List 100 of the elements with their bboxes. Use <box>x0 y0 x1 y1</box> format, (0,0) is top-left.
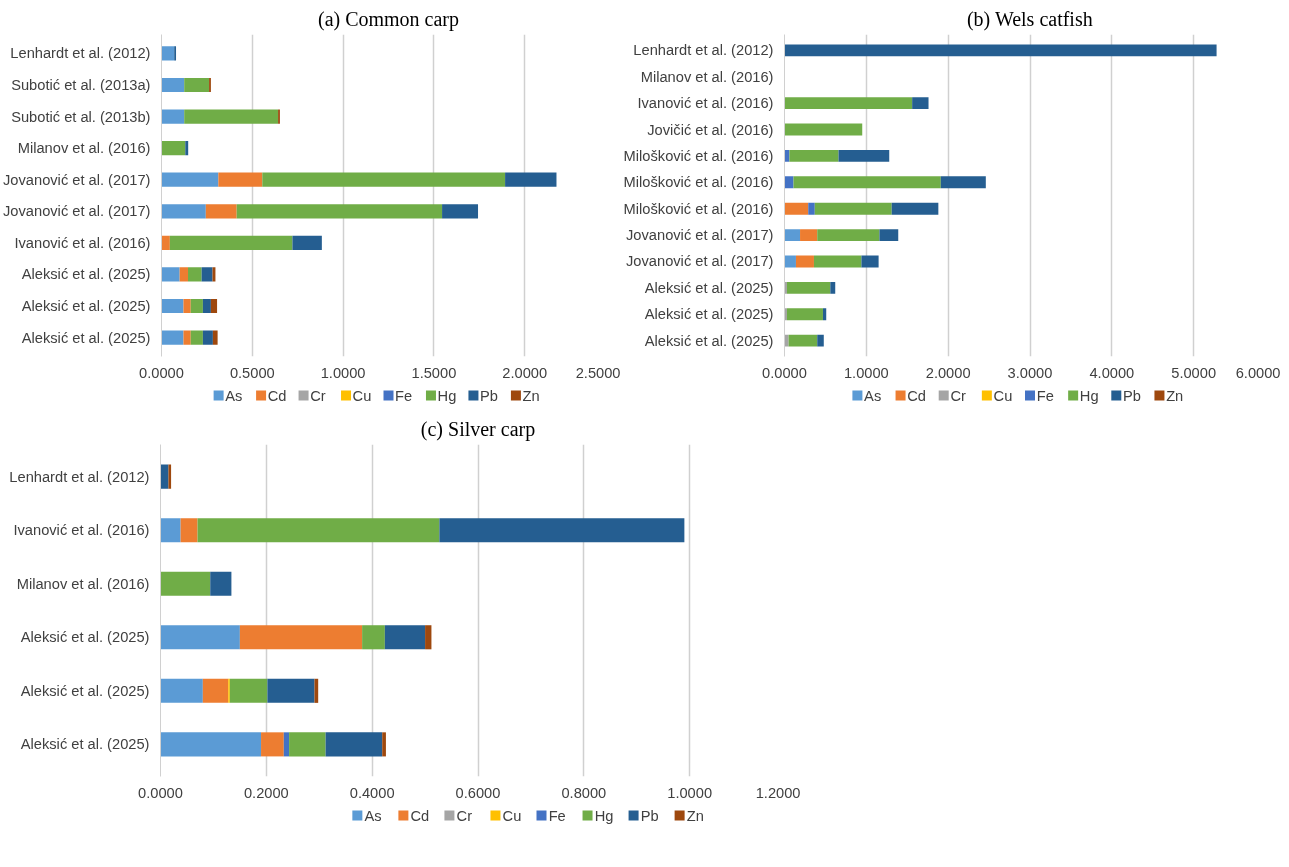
bar <box>784 229 801 242</box>
bar <box>912 97 929 110</box>
bar <box>795 255 814 268</box>
bar <box>439 518 685 543</box>
y-tick-label: Milanov et al. (2016) <box>17 140 151 157</box>
bar <box>784 334 789 347</box>
bar <box>201 267 213 282</box>
y-tick-label: Aleksić et al. (2025) <box>644 306 774 323</box>
y-tick-label: Milošković et al. (2016) <box>623 200 774 217</box>
legend-label: Fe <box>1036 387 1054 404</box>
bar <box>161 141 186 156</box>
bar <box>161 235 170 250</box>
y-tick-label: Lenhardt et al. (2012) <box>633 42 774 59</box>
y-tick-label: Aleksić et al. (2025) <box>20 629 150 646</box>
bar <box>205 204 237 219</box>
legend-label: Cr <box>456 807 473 824</box>
bar <box>236 204 443 219</box>
bar <box>161 204 206 219</box>
bar <box>161 330 184 345</box>
x-tick-label: 3.0000 <box>1007 364 1053 381</box>
bar <box>180 518 198 543</box>
bar <box>793 176 941 189</box>
bar <box>210 571 232 596</box>
legend-label: Pb <box>1122 387 1141 404</box>
legend-label: Cr <box>950 387 966 404</box>
bar <box>822 308 827 321</box>
y-tick-label: Milošković et al. (2016) <box>623 174 774 191</box>
y-tick-label: Aleksić et al. (2025) <box>21 329 151 346</box>
x-tick-label: 0.0000 <box>138 784 183 801</box>
y-tick-label: Aleksić et al. (2025) <box>20 736 150 753</box>
bar <box>190 298 203 314</box>
bar <box>190 330 203 345</box>
x-tick-label: 1.0000 <box>667 784 713 801</box>
bar <box>784 97 913 110</box>
y-tick-label: Subotić et al. (2013b) <box>11 108 151 125</box>
bar <box>442 204 479 219</box>
bar <box>160 625 240 650</box>
legend-label: Pb <box>640 807 659 824</box>
bar <box>168 464 172 489</box>
y-tick-label: Ivanović et al. (2016) <box>14 234 151 251</box>
y-tick-label: Milanov et al. (2016) <box>640 68 774 85</box>
bar <box>183 298 191 314</box>
bar <box>784 123 863 136</box>
x-tick-label: 0.0000 <box>762 364 807 381</box>
y-tick-label: Jovanović et al. (2017) <box>626 227 774 244</box>
bar <box>202 330 213 345</box>
bar <box>239 625 363 650</box>
bar <box>202 678 229 703</box>
x-tick-label: 0.4000 <box>349 784 395 801</box>
bar <box>210 298 218 314</box>
bar <box>212 330 218 345</box>
bar <box>161 172 219 187</box>
legend-label: Cu <box>993 387 1013 404</box>
y-tick-label: Lenhardt et al. (2012) <box>9 468 150 485</box>
chart-title: (c) Silver carp <box>420 417 536 441</box>
x-tick-label: 1.2000 <box>755 784 801 801</box>
x-tick-label: 2.5000 <box>575 364 621 381</box>
bar <box>160 678 203 703</box>
bar <box>218 172 263 187</box>
chart-title: (a) Common carp <box>317 7 460 31</box>
y-tick-label: Milanov et al. (2016) <box>16 575 150 592</box>
bar <box>161 77 185 93</box>
bar <box>879 229 899 242</box>
y-tick-label: Subotić et al. (2013a) <box>11 77 151 94</box>
bar <box>384 625 426 650</box>
bar <box>817 334 824 347</box>
chart-title: (b) Wels catfish <box>966 7 1093 31</box>
y-tick-label: Aleksić et al. (2025) <box>644 332 774 349</box>
legend-label: Zn <box>1166 387 1184 404</box>
x-tick-label: 6.0000 <box>1235 364 1281 381</box>
legend-label: Fe <box>395 387 413 404</box>
bar <box>262 172 506 187</box>
bar <box>891 202 939 215</box>
x-tick-label: 1.0000 <box>320 364 366 381</box>
bar <box>289 732 326 757</box>
bar <box>800 229 818 242</box>
x-tick-label: 2.0000 <box>502 364 548 381</box>
x-tick-label: 1.5000 <box>411 364 457 381</box>
bar <box>283 732 290 757</box>
bar <box>160 571 211 596</box>
bar <box>185 141 189 156</box>
bar <box>814 202 892 215</box>
legend-label: Cd <box>907 387 926 404</box>
y-tick-label: Ivanović et al. (2016) <box>13 522 150 539</box>
bar <box>197 518 440 543</box>
legend-label: Cu <box>502 807 522 824</box>
bar <box>169 235 293 250</box>
bar <box>179 267 189 282</box>
x-tick-label: 0.6000 <box>455 784 501 801</box>
y-tick-label: Jovičić et al. (2016) <box>647 121 774 138</box>
x-tick-label: 2.0000 <box>925 364 971 381</box>
bar <box>261 732 284 757</box>
legend-label: Cu <box>352 387 372 404</box>
legend-label: Pb <box>480 387 498 404</box>
legend-label: Hg <box>1079 387 1099 404</box>
y-tick-label: Lenhardt et al. (2012) <box>10 45 151 62</box>
bar <box>183 330 191 345</box>
legend-label: As <box>364 807 382 824</box>
legend-label: Hg <box>437 387 457 404</box>
y-tick-label: Aleksić et al. (2025) <box>644 279 774 296</box>
